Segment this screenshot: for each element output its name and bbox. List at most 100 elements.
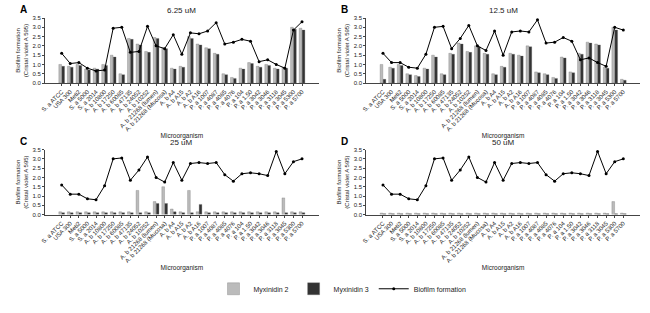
svg-text:P. a 3042: P. a 3042 [561, 220, 583, 242]
svg-text:P. a 1.50: P. a 1.50 [233, 88, 254, 109]
svg-text:Biofilm formation: Biofilm formation [414, 286, 466, 293]
svg-text:A. b A15: A. b A15 [486, 88, 507, 109]
svg-text:A. b 21268 (Mucosa): A. b 21268 (Mucosa) [124, 220, 168, 264]
svg-text:A. b 47135: A. b 47135 [108, 220, 133, 245]
svg-text:P. a 104: P. a 104 [547, 220, 567, 240]
svg-text:P. a 3045: P. a 3045 [587, 220, 609, 242]
svg-text:P. a 4085: P. a 4085 [206, 220, 228, 242]
svg-text:A. b A4: A. b A4 [479, 88, 497, 106]
svg-text:3.0: 3.0 [32, 24, 41, 30]
svg-text:USA 300: USA 300 [373, 220, 394, 241]
svg-text:P. a 4085: P. a 4085 [527, 220, 549, 242]
svg-text:2.5: 2.5 [32, 34, 41, 40]
svg-text:USA 300: USA 300 [52, 220, 73, 241]
svg-text:A. b 24052: A. b 24052 [438, 88, 463, 113]
svg-text:A. b 10800: A. b 10800 [83, 88, 108, 113]
svg-text:P. a 5300: P. a 5300 [596, 220, 618, 242]
svg-text:P. a 3042: P. a 3042 [240, 88, 262, 110]
svg-text:P. a 4087: P. a 4087 [197, 88, 219, 110]
svg-text:P. a 1007: P. a 1007 [510, 220, 532, 242]
svg-text:P. a 3118: P. a 3118 [258, 88, 280, 110]
svg-text:25 uM: 25 uM [170, 138, 193, 147]
svg-text:A. b A15: A. b A15 [164, 220, 185, 241]
svg-text:0.0: 0.0 [354, 212, 363, 218]
svg-text:S. a ATCC: S. a ATCC [41, 220, 65, 244]
svg-text:P. a 3045: P. a 3045 [266, 220, 288, 242]
svg-text:S. a 2014: S. a 2014 [398, 88, 421, 111]
svg-text:A: A [20, 4, 27, 15]
svg-text:P. a 3045: P. a 3045 [266, 88, 288, 110]
svg-text:0.5: 0.5 [354, 202, 363, 208]
svg-text:A. b 60085: A. b 60085 [421, 220, 446, 245]
svg-text:3.0: 3.0 [354, 156, 363, 162]
svg-text:P. a 5700: P. a 5700 [604, 220, 626, 242]
svg-text:A. b A4: A. b A4 [479, 220, 497, 238]
svg-text:Biofilm formation(Cristal viol: Biofilm formation(Cristal violet A 595) [336, 24, 350, 77]
svg-text:A. b A15: A. b A15 [164, 88, 185, 109]
svg-text:P. a 104: P. a 104 [547, 88, 567, 108]
svg-text:Meti2: Meti2 [388, 220, 403, 235]
svg-text:Biofilm formation(Cristal viol: Biofilm formation(Cristal violet A 595) [336, 155, 350, 208]
svg-text:P. a 4076: P. a 4076 [536, 88, 558, 110]
svg-text:1.0: 1.0 [32, 62, 41, 68]
svg-text:S. a ATCC: S. a ATCC [362, 88, 386, 112]
svg-text:A. b 17250: A. b 17250 [91, 88, 116, 113]
svg-text:12.5 uM: 12.5 uM [489, 6, 518, 15]
svg-text:A. b 21268 (lumen): A. b 21268 (lumen) [119, 89, 159, 129]
svg-text:P. a 4085: P. a 4085 [527, 88, 549, 110]
svg-text:A. b A2: A. b A2 [175, 220, 193, 238]
svg-text:2.0: 2.0 [32, 43, 41, 49]
svg-text:A. b 60085: A. b 60085 [421, 88, 446, 113]
svg-text:Biofilm formation(Cristal viol: Biofilm formation(Cristal violet A 595) [15, 155, 29, 208]
svg-text:0.5: 0.5 [354, 71, 363, 77]
svg-text:P. a 104: P. a 104 [225, 88, 245, 108]
svg-text:Myxinidin 2: Myxinidin 2 [254, 286, 289, 294]
svg-text:P. a 5700: P. a 5700 [283, 220, 305, 242]
svg-text:S. a 5000: S. a 5000 [389, 220, 412, 243]
svg-text:Biofilm formation(Cristal viol: Biofilm formation(Cristal violet A 595) [15, 24, 29, 77]
svg-text:P. a 5300: P. a 5300 [274, 220, 296, 242]
svg-text:A. b 17250: A. b 17250 [91, 220, 116, 245]
svg-text:3.5: 3.5 [32, 15, 41, 21]
svg-text:A. b 21268 (lumen): A. b 21268 (lumen) [440, 89, 480, 129]
svg-text:A. b A2: A. b A2 [497, 220, 515, 238]
svg-text:A. b 47135: A. b 47135 [108, 88, 133, 113]
svg-text:P. a 4076: P. a 4076 [214, 220, 236, 242]
svg-text:A. b A2: A. b A2 [175, 88, 193, 106]
svg-text:A. b 10800: A. b 10800 [83, 220, 108, 245]
svg-text:A. b 60085: A. b 60085 [100, 88, 125, 113]
svg-text:Meti2: Meti2 [388, 88, 403, 103]
svg-text:A. b 10252: A. b 10252 [126, 88, 151, 113]
svg-text:A. b A2: A. b A2 [497, 88, 515, 106]
svg-text:A. b A4: A. b A4 [158, 220, 176, 238]
svg-text:S. a ATCC: S. a ATCC [41, 88, 65, 112]
svg-text:0.0: 0.0 [354, 80, 363, 86]
svg-text:A. b 21268 (Mucosa): A. b 21268 (Mucosa) [124, 89, 168, 133]
svg-text:S. a 2014: S. a 2014 [76, 88, 99, 111]
svg-text:3.0: 3.0 [354, 24, 363, 30]
svg-text:B: B [341, 4, 348, 15]
svg-text:A. b 21268 (lumen): A. b 21268 (lumen) [119, 220, 159, 260]
svg-text:S. a 5000: S. a 5000 [68, 220, 91, 243]
svg-text:P. a 5700: P. a 5700 [604, 88, 626, 110]
svg-text:P. a 1007: P. a 1007 [189, 220, 211, 242]
svg-text:A. b 60085: A. b 60085 [100, 220, 125, 245]
svg-text:2.5: 2.5 [354, 165, 363, 171]
svg-text:A. b A16: A. b A16 [503, 88, 524, 109]
svg-text:A. b 24052: A. b 24052 [438, 220, 463, 245]
svg-text:P. a 3042: P. a 3042 [561, 88, 583, 110]
svg-text:USA 300: USA 300 [373, 88, 394, 109]
svg-text:Microorganism: Microorganism [482, 264, 525, 272]
svg-text:A. b 21268 (Mucosa): A. b 21268 (Mucosa) [445, 89, 489, 133]
svg-text:A. b A16: A. b A16 [182, 220, 203, 241]
svg-text:1.0: 1.0 [32, 193, 41, 199]
svg-text:1.5: 1.5 [354, 52, 363, 58]
svg-text:A. b A15: A. b A15 [486, 220, 507, 241]
svg-text:P. a 5700: P. a 5700 [283, 88, 305, 110]
svg-text:A. b 21268 (Mucosa): A. b 21268 (Mucosa) [445, 220, 489, 264]
svg-text:2.5: 2.5 [32, 165, 41, 171]
svg-text:2.0: 2.0 [32, 175, 41, 181]
svg-text:A. b 24052: A. b 24052 [117, 88, 142, 113]
svg-text:P. a 3046: P. a 3046 [570, 220, 592, 242]
svg-text:3.0: 3.0 [32, 156, 41, 162]
